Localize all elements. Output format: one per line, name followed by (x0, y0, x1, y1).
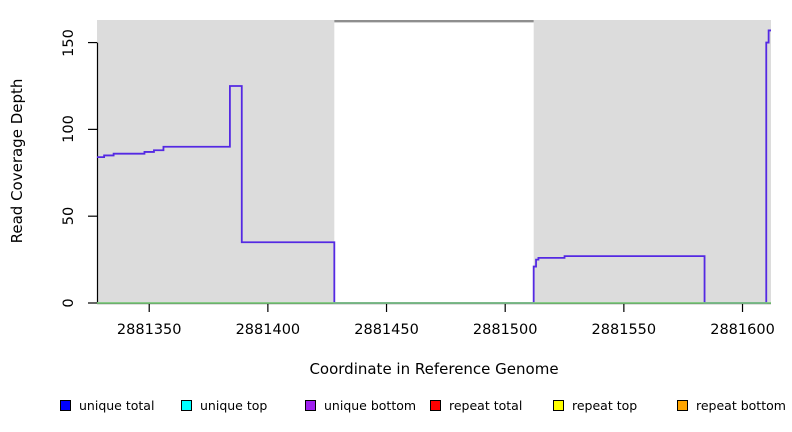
legend-label: repeat bottom (696, 397, 786, 413)
x-tick-label: 2881350 (116, 322, 182, 338)
coverage-plot-canvas (88, 20, 771, 312)
legend-item-repeat-total: repeat total (430, 396, 522, 414)
legend-label: unique top (200, 397, 268, 413)
legend-swatch (430, 399, 441, 411)
legend: unique total unique top unique bottom repea… (0, 396, 792, 416)
y-tick-label: 0 (61, 298, 77, 308)
x-tick-label: 2881550 (591, 322, 657, 338)
legend-item-unique-top: unique top (181, 396, 267, 414)
x-tick-label: 2881400 (235, 322, 301, 338)
legend-label: repeat total (449, 397, 523, 413)
y-tick-label: 50 (61, 206, 77, 226)
legend-item-repeat-bottom: repeat bottom (677, 396, 786, 414)
legend-label: unique bottom (324, 397, 417, 413)
legend-swatch (677, 399, 688, 411)
legend-item-unique-total: unique total (60, 396, 154, 414)
y-axis-title: Read Coverage Depth (8, 78, 26, 244)
legend-item-unique-bottom: unique bottom (305, 396, 416, 414)
legend-label: repeat top (572, 397, 638, 413)
legend-swatch (553, 399, 564, 411)
legend-swatch (60, 399, 71, 411)
x-axis-title: Coordinate in Reference Genome (309, 360, 559, 378)
legend-swatch (305, 399, 316, 411)
series-unique-coverage (97, 29, 771, 304)
masked-region (334, 20, 534, 303)
y-tick-label: 150 (61, 28, 77, 57)
x-tick-label: 2881500 (472, 322, 538, 338)
x-tick-label: 2881600 (710, 322, 775, 338)
legend-swatch (181, 399, 192, 411)
x-tick-label: 2881450 (354, 322, 419, 338)
legend-label: unique total (79, 397, 155, 413)
y-tick-label: 100 (61, 115, 77, 144)
legend-item-repeat-top: repeat top (553, 396, 637, 414)
